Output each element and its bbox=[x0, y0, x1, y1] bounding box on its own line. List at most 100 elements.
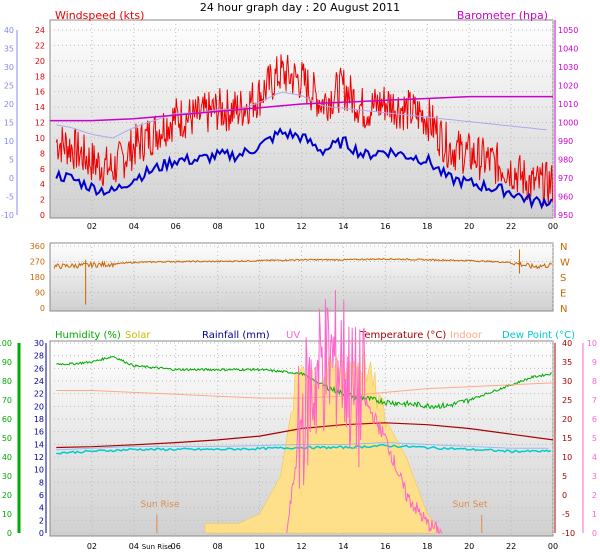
temp-tick-label: 25 bbox=[562, 396, 572, 405]
wind-x-tick-label: 04 bbox=[129, 222, 139, 231]
uv-tick-label: 0 bbox=[592, 529, 597, 538]
sun-set-label: Sun Set bbox=[453, 500, 488, 510]
uv-tick-label: 5 bbox=[592, 434, 597, 443]
humidity-tick-label: 80 bbox=[2, 377, 12, 386]
rain-tick-label: 22 bbox=[34, 390, 44, 399]
humidity-legend: Humidity (%) bbox=[55, 330, 121, 341]
wind-secondary-line bbox=[56, 91, 547, 139]
wind-tick-label: 0 bbox=[40, 211, 45, 220]
humidity-line bbox=[56, 355, 552, 410]
humidity-tick-label: 40 bbox=[2, 453, 12, 462]
wind-outer-tick-label: 15 bbox=[4, 119, 14, 128]
wind-x-tick-label: 22 bbox=[506, 222, 516, 231]
humidity-tick-label: 10 bbox=[2, 510, 12, 519]
rain-tick-label: 8 bbox=[39, 478, 44, 487]
climate-x-tick-label: 00 bbox=[548, 542, 558, 551]
wind-outer-tick-label: -5 bbox=[6, 193, 14, 202]
wind-outer-tick-label: 0 bbox=[9, 174, 14, 183]
wind-tick-label: 16 bbox=[35, 88, 45, 97]
wind-average-line bbox=[55, 127, 553, 210]
solar-area bbox=[204, 347, 443, 534]
wind-tick-label: 22 bbox=[35, 41, 45, 50]
baro-tick-label: 990 bbox=[558, 137, 573, 146]
humidity-tick-label: 90 bbox=[2, 358, 12, 367]
wind-outer-tick-label: 10 bbox=[4, 137, 14, 146]
dir-compass-label: N bbox=[560, 304, 567, 315]
climate-x-tick-label: 20 bbox=[464, 542, 474, 551]
temp-tick-label: 30 bbox=[562, 377, 572, 386]
uv-line bbox=[286, 290, 443, 534]
wind-tick-label: 2 bbox=[40, 196, 45, 205]
climate-x-tick-label: 10 bbox=[254, 542, 264, 551]
baro-tick-label: 1000 bbox=[558, 119, 578, 128]
dir-tick-label: 90 bbox=[35, 289, 45, 298]
wind-outer-tick-label: 35 bbox=[4, 45, 14, 54]
uv-tick-label: 9 bbox=[592, 358, 597, 367]
wind-tick-label: 24 bbox=[35, 26, 45, 35]
climate-x-tick-label: 18 bbox=[422, 542, 432, 551]
baro-tick-label: 950 bbox=[558, 211, 573, 220]
rain-tick-label: 10 bbox=[34, 466, 44, 475]
dir-tick-label: 0 bbox=[40, 304, 45, 313]
barometer-line bbox=[50, 95, 553, 122]
rain-tick-label: 28 bbox=[34, 352, 44, 361]
wind-tick-label: 4 bbox=[40, 180, 45, 189]
wind-tick-label: 8 bbox=[40, 149, 45, 158]
dir-compass-label: E bbox=[560, 289, 566, 300]
wind-tick-label: 14 bbox=[35, 103, 45, 112]
rain-tick-label: 2 bbox=[39, 516, 44, 525]
climate-x-tick-label: 12 bbox=[296, 542, 306, 551]
temp-tick-label: 10 bbox=[562, 453, 572, 462]
wind-x-tick-label: 08 bbox=[213, 222, 223, 231]
rain-tick-label: 16 bbox=[34, 428, 44, 437]
indoor-legend: Indoor bbox=[450, 330, 483, 341]
direction-panel-bg bbox=[49, 242, 554, 312]
baro-tick-label: 970 bbox=[558, 174, 573, 183]
dir-compass-label: N bbox=[560, 242, 567, 253]
wind-x-tick-label: 16 bbox=[380, 222, 390, 231]
temp-tick-label: 40 bbox=[562, 339, 572, 348]
dir-compass-label: W bbox=[560, 258, 570, 269]
baro-tick-label: 1040 bbox=[558, 45, 578, 54]
rain-tick-label: 26 bbox=[34, 364, 44, 373]
humidity-tick-label: 50 bbox=[2, 434, 12, 443]
wind-x-tick-label: 18 bbox=[422, 222, 432, 231]
wind-x-tick-label: 12 bbox=[296, 222, 306, 231]
wind-outer-tick-label: -10 bbox=[1, 211, 14, 220]
climate-x-tick-label: 14 bbox=[338, 542, 348, 551]
humidity-tick-label: 20 bbox=[2, 491, 12, 500]
wind-tick-label: 20 bbox=[35, 57, 45, 66]
rain-tick-label: 12 bbox=[34, 453, 44, 462]
temperature-legend: Temperature (°C) bbox=[359, 330, 446, 341]
wind-x-tick-label: 00 bbox=[548, 222, 558, 231]
dir-tick-label: 270 bbox=[30, 258, 45, 267]
solar-legend: Solar bbox=[125, 330, 151, 341]
dewpoint-secondary-line bbox=[56, 442, 549, 451]
baro-tick-label: 1020 bbox=[558, 82, 578, 91]
uv-tick-label: 3 bbox=[592, 472, 597, 481]
wind-tick-label: 18 bbox=[35, 72, 45, 81]
wind-outer-tick-label: 25 bbox=[4, 82, 14, 91]
temp-tick-label: 35 bbox=[562, 358, 572, 367]
climate-x-tick-label: 02 bbox=[87, 542, 97, 551]
climate-x-tick-label: 04 bbox=[129, 542, 139, 551]
rain-tick-label: 6 bbox=[39, 491, 44, 500]
baro-tick-label: 960 bbox=[558, 193, 573, 202]
wind-direction-line bbox=[53, 257, 553, 270]
temp-tick-label: 20 bbox=[562, 415, 572, 424]
uv-tick-label: 1 bbox=[592, 510, 597, 519]
uv-tick-label: 7 bbox=[592, 396, 597, 405]
wind-x-tick-label: 02 bbox=[87, 222, 97, 231]
rainfall-legend: Rainfall (mm) bbox=[202, 330, 270, 341]
wind-tick-label: 6 bbox=[40, 165, 45, 174]
uv-tick-label: 10 bbox=[587, 339, 597, 348]
wind-outer-tick-label: 5 bbox=[9, 156, 14, 165]
indoor-line bbox=[56, 382, 554, 399]
wind-tick-label: 12 bbox=[35, 119, 45, 128]
temp-tick-label: 15 bbox=[562, 434, 572, 443]
rain-tick-label: 0 bbox=[39, 529, 44, 538]
dewpoint-legend: Dew Point (°C) bbox=[502, 330, 575, 341]
climate-x-tick-label: Sun Rise bbox=[142, 543, 172, 551]
